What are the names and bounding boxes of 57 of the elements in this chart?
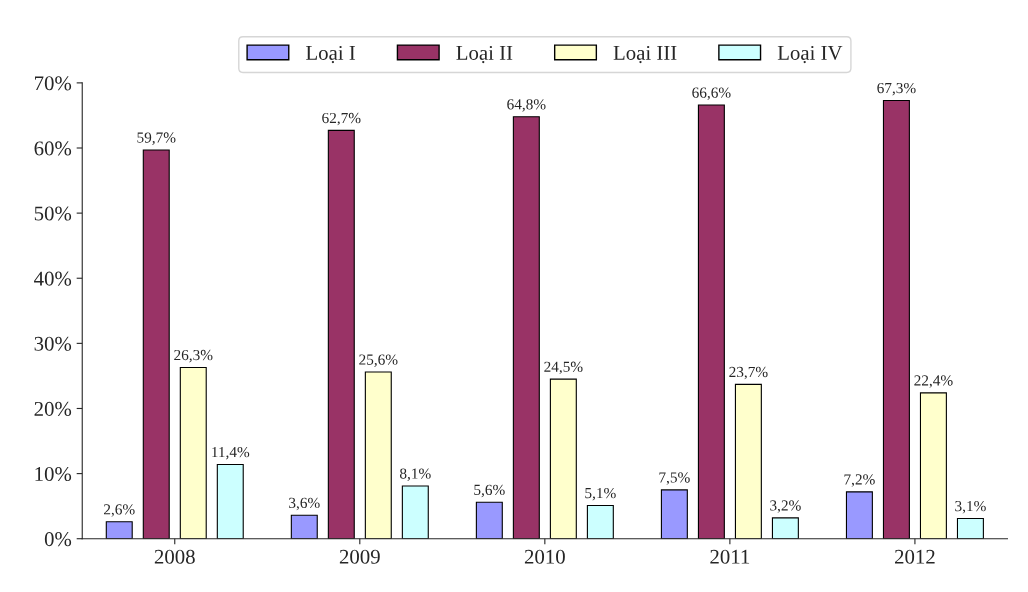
- bar: [956, 517, 984, 539]
- y-tick-label: 30%: [34, 336, 72, 351]
- data-label: 5,6%: [474, 484, 505, 498]
- y-tick-label: 60%: [34, 141, 72, 156]
- y-tick-label: 50%: [34, 206, 72, 221]
- bar: [142, 149, 170, 539]
- data-label: 62,7%: [322, 112, 361, 126]
- data-label: 8,1%: [399, 468, 431, 481]
- bar: [401, 485, 429, 539]
- bar: [179, 366, 207, 539]
- bar: [882, 99, 910, 539]
- bar: [512, 116, 540, 539]
- x-tick-label: 2010: [524, 549, 565, 564]
- data-label: 23,7%: [729, 366, 768, 380]
- legend-label: Loại II: [456, 45, 513, 64]
- bar: [734, 383, 762, 539]
- data-label: 64,8%: [507, 99, 546, 112]
- bar: [364, 371, 392, 539]
- data-label: 7,5%: [659, 472, 690, 485]
- bar: [919, 392, 947, 539]
- bar: [105, 521, 133, 539]
- bar: [586, 504, 614, 539]
- y-tick-label: 0%: [44, 532, 72, 547]
- data-label: 25,6%: [359, 354, 398, 367]
- bar: [660, 489, 688, 539]
- bar: [549, 378, 577, 539]
- data-label: 26,3%: [174, 349, 213, 363]
- bar: [771, 517, 799, 539]
- data-label: 2,6%: [104, 504, 135, 517]
- legend-label: Loại III: [613, 45, 677, 64]
- bar: [327, 129, 355, 539]
- data-label: 24,5%: [544, 361, 583, 375]
- data-label: 11,4%: [212, 446, 250, 460]
- data-label: 59,7%: [137, 132, 176, 145]
- y-tick-label: 40%: [34, 271, 72, 286]
- data-label: 3,2%: [770, 500, 801, 513]
- data-label: 66,6%: [692, 87, 731, 100]
- x-tick-label: 2011: [710, 549, 750, 564]
- bar: [290, 514, 318, 539]
- data-label: 3,6%: [289, 497, 320, 511]
- data-label: 5,1%: [585, 487, 616, 501]
- x-tick-label: 2008: [154, 549, 195, 564]
- data-label: 7,2%: [844, 474, 875, 487]
- y-tick-label: 20%: [34, 401, 72, 416]
- data-label: 67,3%: [877, 82, 916, 96]
- y-tick-label: 70%: [35, 76, 72, 91]
- bar: [216, 463, 244, 539]
- x-tick-label: 2009: [339, 549, 380, 564]
- data-label: 22,4%: [914, 375, 953, 388]
- legend-label: Loại I: [306, 45, 356, 64]
- data-label: 3,1%: [955, 500, 986, 514]
- bar: [475, 501, 503, 539]
- x-tick-label: 2012: [895, 549, 935, 564]
- bar: [697, 104, 725, 539]
- y-tick-label: 10%: [35, 466, 72, 482]
- bar: [845, 491, 873, 539]
- legend-label: Loại IV: [777, 45, 843, 64]
